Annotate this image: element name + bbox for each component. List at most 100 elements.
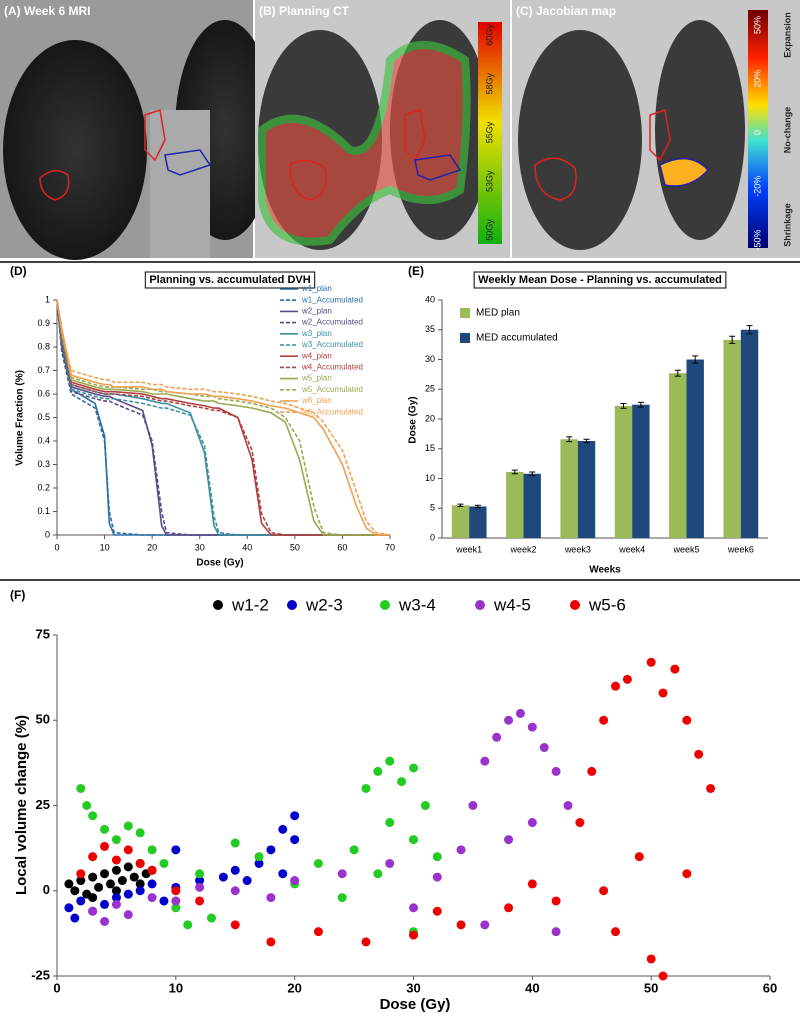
scatter-point bbox=[361, 937, 371, 947]
scatter-point bbox=[480, 756, 490, 766]
scatter-point bbox=[313, 858, 323, 868]
bar bbox=[506, 471, 524, 538]
legend-label: w4-5 bbox=[493, 595, 531, 614]
scatter-point bbox=[230, 838, 240, 848]
scatter-point bbox=[147, 879, 157, 889]
y-tick-label: 40 bbox=[425, 294, 435, 304]
legend-label: w1-2 bbox=[231, 595, 269, 614]
legend-label: w3_Accumulated bbox=[301, 340, 363, 349]
scatter-point bbox=[278, 869, 288, 879]
scatter-point bbox=[117, 876, 127, 886]
scatter-point bbox=[290, 811, 300, 821]
scatter-point bbox=[599, 886, 609, 896]
y-tick-label: 0.9 bbox=[37, 318, 50, 328]
scatter-point bbox=[88, 893, 98, 903]
y-tick-label: 0.4 bbox=[37, 435, 50, 445]
x-tick-label: 50 bbox=[290, 542, 300, 552]
y-axis-label: Volume Fraction (%) bbox=[15, 370, 26, 466]
legend-swatch bbox=[213, 600, 223, 610]
y-tick-label: 0.3 bbox=[37, 459, 50, 469]
colorbar-label: 60Gy bbox=[484, 24, 494, 46]
x-tick-label: 60 bbox=[763, 980, 777, 995]
y-tick-label: 30 bbox=[425, 354, 435, 364]
y-tick-label: 50 bbox=[36, 712, 50, 727]
title-box bbox=[144, 271, 316, 289]
bar bbox=[614, 405, 633, 538]
x-tick-label: 30 bbox=[195, 542, 205, 552]
x-tick-label: 0 bbox=[54, 542, 59, 552]
legend-label: w1_Accumulated bbox=[301, 295, 363, 304]
error-bar bbox=[457, 503, 464, 507]
bar bbox=[669, 373, 687, 538]
scatter-point bbox=[409, 835, 418, 845]
scatter-point bbox=[646, 954, 656, 964]
x-tick-label: 20 bbox=[287, 980, 301, 995]
error-bar bbox=[637, 401, 644, 408]
dvh-line bbox=[56, 299, 391, 536]
y-tick-label: 0 bbox=[430, 532, 435, 542]
scatter-point bbox=[622, 674, 632, 684]
scatter-point bbox=[432, 906, 442, 916]
colorbar-side-label: No-change bbox=[782, 107, 792, 154]
scatter-point bbox=[575, 818, 585, 828]
scatter-point bbox=[290, 835, 300, 845]
panel-a: (A) Week 6 MRI bbox=[0, 0, 275, 260]
scatter-point bbox=[230, 865, 240, 875]
scatter-point bbox=[70, 886, 80, 896]
scatter-point bbox=[432, 872, 442, 882]
scatter-point bbox=[682, 869, 692, 879]
scatter-point bbox=[468, 801, 478, 810]
bar bbox=[740, 329, 759, 538]
panel-label: (D) bbox=[10, 264, 27, 278]
scatter-point bbox=[694, 749, 704, 759]
scatter-point bbox=[123, 821, 133, 831]
scatter-point bbox=[266, 893, 276, 903]
y-tick-label: 25 bbox=[36, 797, 50, 812]
panel-b: (B) Planning CT bbox=[255, 0, 510, 258]
scatter-point bbox=[385, 858, 395, 868]
y-tick-label: 20 bbox=[425, 413, 435, 423]
colorbar-label: 0 bbox=[752, 130, 762, 135]
x-axis-label: Dose (Gy) bbox=[380, 996, 451, 1013]
panel-label: (F) bbox=[10, 588, 25, 602]
scatter-point bbox=[456, 845, 466, 855]
scatter-point bbox=[527, 879, 537, 889]
scatter-point bbox=[100, 916, 110, 926]
dvh-line bbox=[56, 299, 390, 536]
bar bbox=[686, 359, 704, 538]
x-tick-label: 10 bbox=[169, 980, 183, 995]
colorbar-label: 58Gy bbox=[484, 72, 494, 94]
legend-label: w5_plan bbox=[301, 374, 332, 383]
dvh-line bbox=[56, 299, 390, 536]
scatter-point bbox=[129, 872, 139, 882]
legend-label: w2_Accumulated bbox=[301, 318, 363, 327]
scatter-point bbox=[504, 903, 514, 913]
scatter-point bbox=[432, 852, 442, 862]
scatter-point bbox=[123, 889, 133, 899]
x-axis-label: Weeks bbox=[589, 565, 621, 576]
dvh-line bbox=[56, 299, 390, 536]
colorbar-side-label: Shrinkage bbox=[782, 203, 792, 247]
dvh-line bbox=[56, 299, 390, 536]
scatter-point bbox=[147, 865, 157, 875]
scatter-point bbox=[123, 862, 133, 872]
chart-title: Planning vs. accumulated DVH bbox=[149, 274, 310, 286]
scatter-point bbox=[195, 869, 205, 879]
chart-title: Weekly Mean Dose - Planning vs. accumula… bbox=[478, 274, 722, 286]
y-tick-label: 0 bbox=[43, 882, 50, 897]
legend-label: w2-3 bbox=[305, 595, 343, 614]
scatter-point bbox=[420, 801, 430, 810]
error-bar bbox=[474, 504, 481, 509]
x-axis-label: Dose (Gy) bbox=[196, 558, 243, 569]
bar bbox=[723, 339, 741, 538]
scatter-point bbox=[646, 657, 656, 667]
dvh-line bbox=[56, 299, 390, 536]
legend-swatch bbox=[380, 600, 390, 610]
scatter-point bbox=[111, 899, 121, 909]
x-tick-label: week3 bbox=[564, 544, 591, 554]
scatter-point bbox=[111, 865, 121, 875]
scatter-point bbox=[64, 879, 74, 889]
panel-title: (B) Planning CT bbox=[259, 4, 350, 18]
dvh-line bbox=[56, 299, 390, 536]
error-bar bbox=[529, 471, 536, 477]
